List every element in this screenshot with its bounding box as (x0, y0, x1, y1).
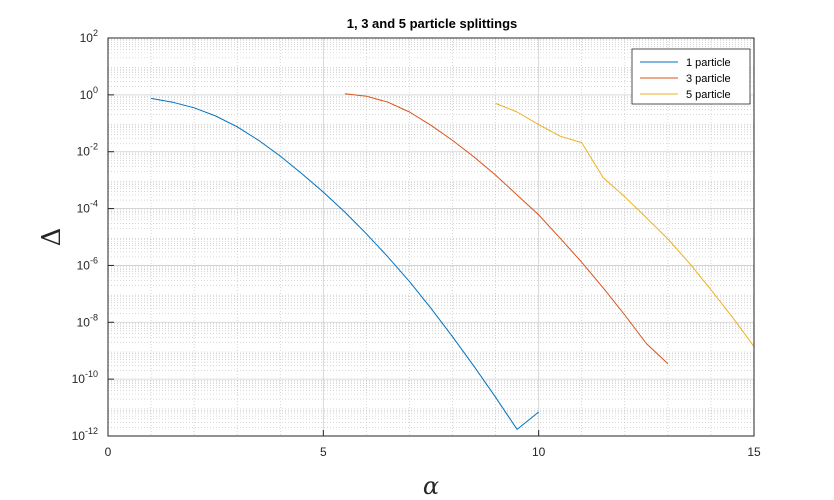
y-tick-label: 102 (80, 28, 98, 45)
series-layer (151, 93, 755, 430)
legend-label-1-particle: 1 particle (686, 57, 731, 69)
x-axis-label: α (423, 472, 439, 500)
plot-border (107, 37, 755, 437)
legend-items: 1 particle 3 particle 5 particle (640, 57, 731, 101)
x-tick-label: 10 (532, 445, 546, 459)
series-line-3-particle (344, 93, 669, 365)
y-tick-label: 10-2 (77, 142, 98, 159)
chart-title: 1, 3 and 5 particle splittings (347, 16, 518, 31)
x-tick-labels: 0 5 10 15 (105, 445, 761, 459)
x-tick-label: 15 (747, 445, 761, 459)
x-tick-label: 0 (105, 445, 112, 459)
series-line-5-particle (495, 102, 755, 347)
y-tick-labels: 10-12 10-10 10-8 10-6 10-4 10-2 100 102 (72, 28, 98, 443)
y-tick-label: 10-10 (72, 369, 98, 386)
y-axis-label: Δ (37, 228, 67, 247)
y-tick-label: 100 (80, 85, 98, 102)
y-tick-label: 10-4 (77, 199, 98, 216)
legend-label-3-particle: 3 particle (686, 73, 731, 85)
legend: 1 particle 3 particle 5 particle (631, 48, 751, 105)
tick-marks (107, 37, 755, 437)
series-line-1-particle (151, 97, 540, 430)
legend-box (631, 48, 751, 105)
legend-label-5-particle: 5 particle (686, 89, 731, 101)
y-tick-label: 10-6 (77, 255, 98, 272)
x-tick-label: 5 (320, 445, 327, 459)
y-tick-label: 10-8 (77, 312, 98, 329)
y-tick-label: 10-12 (72, 426, 98, 443)
